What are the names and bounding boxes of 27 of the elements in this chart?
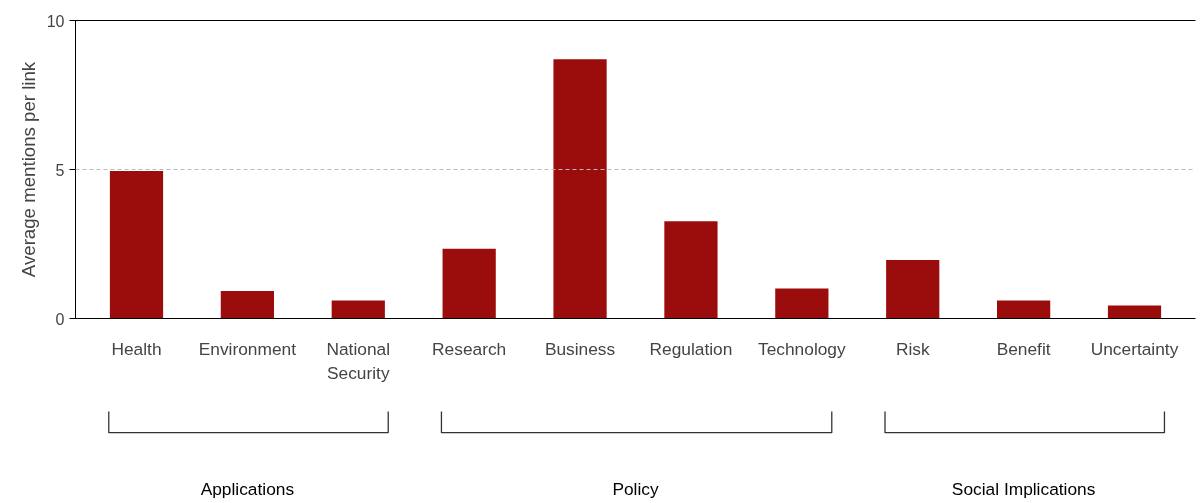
- text: Social Implications: [951, 479, 1096, 500]
- bar: [775, 288, 829, 319]
- bar: [997, 300, 1051, 319]
- x-tick-label: Technology: [758, 338, 846, 359]
- x-tick-label: National Security: [326, 338, 391, 383]
- bar: [442, 248, 496, 319]
- bar: [220, 291, 274, 319]
- bar: [664, 221, 718, 319]
- text: Applications: [200, 479, 295, 500]
- bar: [886, 260, 940, 319]
- bar: [1107, 305, 1162, 319]
- text: Policy: [612, 479, 659, 500]
- x-tick-label: Uncertainty: [1090, 338, 1179, 359]
- x-tick-label: Regulation: [649, 338, 733, 359]
- x-tick-label: Environment: [198, 338, 297, 359]
- y-tick-label: 10: [46, 12, 65, 30]
- x-tick-label: Health: [111, 338, 162, 359]
- y-axis-title: Average mentions per link: [17, 61, 39, 278]
- x-tick-label: Research: [432, 338, 507, 359]
- y-tick-label: 5: [55, 161, 65, 179]
- bar: [331, 300, 385, 319]
- x-tick-label: Business: [544, 338, 616, 359]
- bar: [109, 170, 164, 319]
- y-tick-label: 0: [55, 310, 65, 328]
- x-tick-label: Benefit: [996, 338, 1051, 359]
- bar: [553, 59, 607, 319]
- x-tick-label: Risk: [895, 338, 930, 359]
